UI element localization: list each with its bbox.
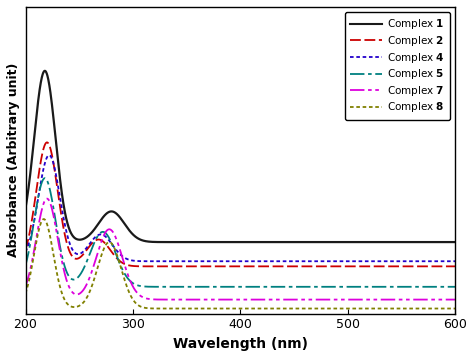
X-axis label: Wavelength (nm): Wavelength (nm) [173, 337, 308, 351]
Y-axis label: Absorbance (Arbitrary unit): Absorbance (Arbitrary unit) [7, 63, 20, 257]
Legend: Complex $\mathbf{1}$, Complex $\mathbf{2}$, Complex $\mathbf{4}$, Complex $\math: Complex $\mathbf{1}$, Complex $\mathbf{2… [345, 12, 450, 120]
